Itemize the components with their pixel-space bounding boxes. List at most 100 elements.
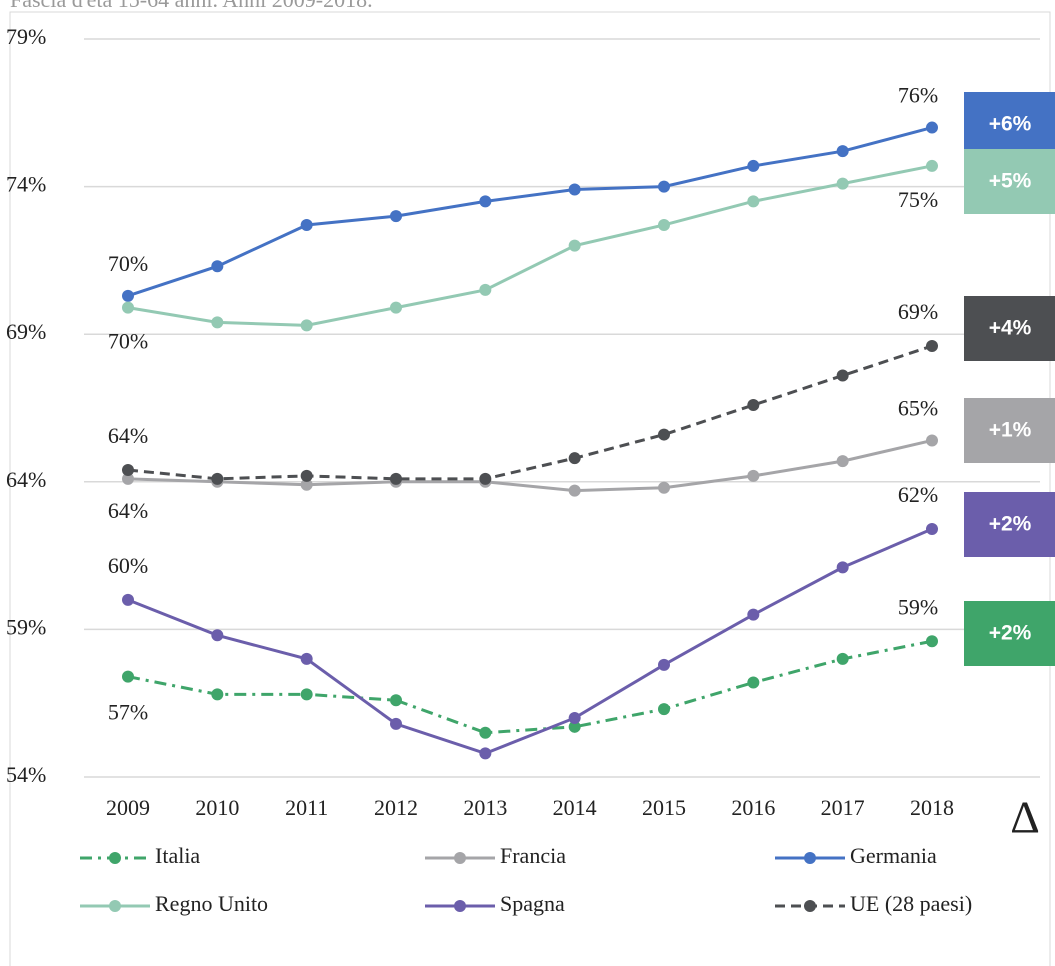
chart-subtitle: Fascia d'età 15-64 anni. Anni 2009-2018. bbox=[10, 0, 373, 12]
data-point bbox=[390, 210, 402, 223]
data-point bbox=[390, 301, 402, 314]
data-point bbox=[658, 703, 670, 716]
data-label: 64% bbox=[108, 498, 148, 523]
y-tick-label: 79% bbox=[6, 24, 46, 49]
data-point bbox=[211, 260, 224, 273]
series-line bbox=[127, 164, 933, 327]
data-point bbox=[568, 183, 581, 196]
data-point bbox=[836, 455, 849, 468]
x-tick-label: 2013 bbox=[463, 795, 507, 820]
legend-label: Germania bbox=[850, 843, 937, 868]
delta-box bbox=[964, 149, 1055, 214]
data-point bbox=[568, 720, 581, 733]
data-point bbox=[568, 711, 581, 724]
delta-header: Δ bbox=[1010, 792, 1040, 843]
x-tick-label: 2015 bbox=[642, 795, 686, 820]
delta-box bbox=[964, 92, 1055, 157]
data-point bbox=[390, 694, 402, 707]
data-point bbox=[479, 283, 492, 296]
data-point bbox=[658, 428, 670, 441]
data-point bbox=[658, 481, 670, 494]
data-point bbox=[568, 484, 581, 497]
data-point bbox=[836, 177, 849, 190]
legend-label: Spagna bbox=[500, 891, 565, 916]
x-tick-label: 2011 bbox=[285, 795, 328, 820]
data-point bbox=[747, 608, 760, 621]
delta-label: +4% bbox=[989, 317, 1032, 340]
data-point bbox=[568, 452, 581, 465]
x-tick-label: 2009 bbox=[106, 795, 150, 820]
series-line bbox=[127, 527, 933, 755]
series-line bbox=[127, 126, 933, 298]
legend-marker bbox=[109, 852, 121, 864]
legend-marker bbox=[454, 852, 466, 864]
data-point bbox=[122, 670, 134, 683]
data-point bbox=[747, 399, 760, 412]
data-point bbox=[658, 658, 670, 671]
data-point bbox=[926, 434, 938, 447]
delta-label: +6% bbox=[989, 113, 1032, 136]
legend-marker bbox=[454, 900, 466, 912]
data-label: 65% bbox=[898, 396, 938, 421]
legend-label: UE (28 paesi) bbox=[850, 891, 972, 916]
data-point bbox=[658, 180, 670, 193]
data-point bbox=[211, 629, 224, 642]
x-tick-label: 2012 bbox=[374, 795, 418, 820]
data-point bbox=[390, 472, 402, 485]
y-tick-label: 54% bbox=[6, 762, 46, 787]
data-point bbox=[300, 688, 313, 701]
series-line bbox=[127, 439, 933, 493]
data-point bbox=[926, 159, 938, 172]
data-point bbox=[747, 195, 760, 208]
legend-marker bbox=[804, 852, 816, 864]
data-point bbox=[122, 463, 134, 476]
x-tick-label: 2016 bbox=[731, 795, 775, 820]
data-point bbox=[122, 289, 134, 302]
y-tick-label: 74% bbox=[6, 172, 46, 197]
data-point bbox=[479, 747, 492, 760]
data-label: 57% bbox=[108, 700, 148, 725]
data-point bbox=[300, 469, 313, 482]
data-point bbox=[122, 301, 134, 314]
legend-label: Regno Unito bbox=[155, 891, 268, 916]
data-point bbox=[122, 472, 134, 485]
data-label: 62% bbox=[898, 482, 938, 507]
data-label: 76% bbox=[898, 83, 938, 108]
series-line bbox=[127, 639, 933, 735]
data-point bbox=[390, 717, 402, 730]
data-label: 70% bbox=[108, 251, 148, 276]
data-point bbox=[300, 652, 313, 665]
data-point bbox=[122, 593, 134, 606]
data-point bbox=[926, 635, 938, 648]
legend-label: Italia bbox=[155, 843, 200, 868]
x-tick-label: 2017 bbox=[821, 795, 865, 820]
y-tick-label: 64% bbox=[6, 467, 46, 492]
series-line bbox=[127, 344, 933, 481]
data-point bbox=[211, 472, 224, 485]
data-label: 75% bbox=[898, 187, 938, 212]
data-point bbox=[836, 369, 849, 382]
delta-box bbox=[964, 296, 1055, 361]
y-tick-label: 69% bbox=[6, 319, 46, 344]
data-point bbox=[926, 523, 938, 536]
data-point bbox=[479, 195, 492, 208]
data-label: 59% bbox=[898, 594, 938, 619]
data-label: 69% bbox=[898, 299, 938, 324]
data-point bbox=[479, 472, 492, 485]
legend-marker bbox=[804, 900, 816, 912]
x-tick-label: 2010 bbox=[195, 795, 239, 820]
chart-frame bbox=[9, 11, 1051, 966]
y-tick-label: 59% bbox=[6, 614, 46, 639]
delta-box bbox=[964, 398, 1055, 463]
x-tick-label: 2018 bbox=[910, 795, 954, 820]
delta-label: +5% bbox=[989, 170, 1032, 193]
data-point bbox=[300, 319, 313, 332]
delta-box bbox=[964, 601, 1055, 666]
data-label: 70% bbox=[108, 329, 148, 354]
data-point bbox=[479, 726, 492, 739]
data-point bbox=[836, 145, 849, 158]
data-point bbox=[300, 218, 313, 231]
data-point bbox=[568, 239, 581, 252]
data-point bbox=[747, 469, 760, 482]
